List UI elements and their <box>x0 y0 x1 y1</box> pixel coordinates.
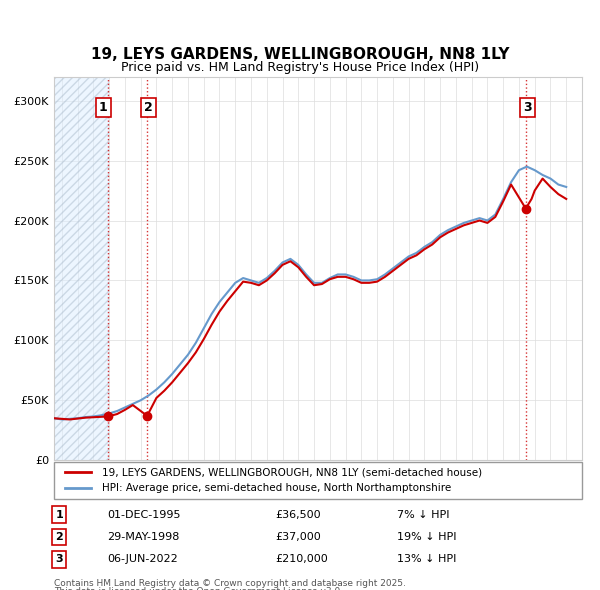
Text: 1: 1 <box>55 510 63 520</box>
Text: 01-DEC-1995: 01-DEC-1995 <box>107 510 181 520</box>
Text: Contains HM Land Registry data © Crown copyright and database right 2025.: Contains HM Land Registry data © Crown c… <box>54 579 406 588</box>
Text: 7% ↓ HPI: 7% ↓ HPI <box>397 510 450 520</box>
Text: 29-MAY-1998: 29-MAY-1998 <box>107 532 179 542</box>
Text: 19, LEYS GARDENS, WELLINGBOROUGH, NN8 1LY: 19, LEYS GARDENS, WELLINGBOROUGH, NN8 1L… <box>91 47 509 62</box>
FancyBboxPatch shape <box>54 462 582 499</box>
Text: 13% ↓ HPI: 13% ↓ HPI <box>397 555 457 565</box>
Text: £36,500: £36,500 <box>276 510 322 520</box>
Text: HPI: Average price, semi-detached house, North Northamptonshire: HPI: Average price, semi-detached house,… <box>101 483 451 493</box>
Text: 06-JUN-2022: 06-JUN-2022 <box>107 555 178 565</box>
Text: 1: 1 <box>99 101 107 114</box>
Text: £210,000: £210,000 <box>276 555 329 565</box>
Text: 3: 3 <box>523 101 532 114</box>
Text: 2: 2 <box>145 101 153 114</box>
Text: This data is licensed under the Open Government Licence v3.0.: This data is licensed under the Open Gov… <box>54 587 343 590</box>
Text: 3: 3 <box>55 555 63 565</box>
Text: Price paid vs. HM Land Registry's House Price Index (HPI): Price paid vs. HM Land Registry's House … <box>121 61 479 74</box>
Text: 19, LEYS GARDENS, WELLINGBOROUGH, NN8 1LY (semi-detached house): 19, LEYS GARDENS, WELLINGBOROUGH, NN8 1L… <box>101 467 482 477</box>
Bar <box>54 77 109 460</box>
Text: £37,000: £37,000 <box>276 532 322 542</box>
Text: 19% ↓ HPI: 19% ↓ HPI <box>397 532 457 542</box>
Text: 2: 2 <box>55 532 63 542</box>
